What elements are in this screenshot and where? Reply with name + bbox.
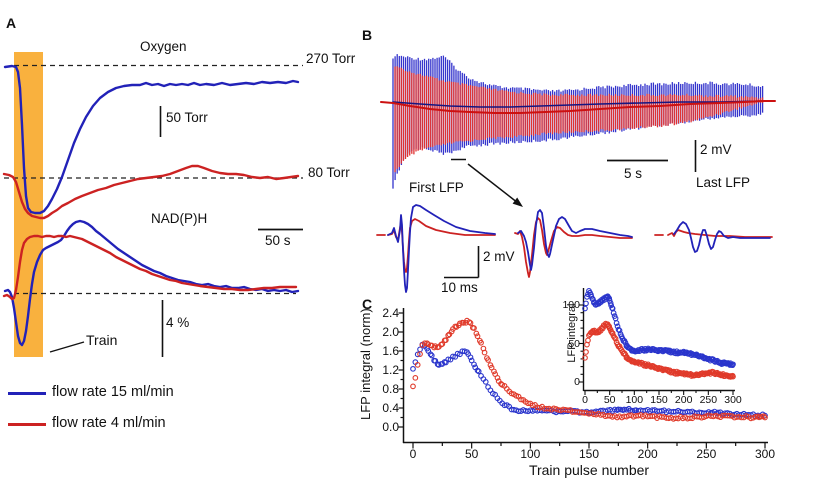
last-lfp-label: Last LFP — [696, 175, 751, 190]
panel-a-plot — [2, 52, 303, 357]
panel-c-axes — [398, 288, 768, 449]
c-inset-ytick-100: 100 — [562, 299, 580, 311]
c-xtick-150: 150 — [578, 447, 600, 461]
c-inset-xtick-300: 300 — [724, 393, 742, 406]
panel-a-label: A — [6, 15, 17, 31]
c-inset-xtick-0: 0 — [582, 393, 588, 406]
train-annotation: Train — [86, 332, 118, 348]
lfp-scalebar-10-ms-label: 10 ms — [441, 280, 478, 295]
panel-c-inset-scatter — [582, 288, 736, 380]
panel-c-main-scatter — [410, 317, 768, 422]
panel-c-label: C — [362, 296, 373, 312]
panel-b-label: B — [362, 27, 373, 43]
legend-flow-4-label: flow rate 4 ml/min — [52, 415, 166, 431]
panel-b-lfp-train-red — [394, 66, 764, 173]
panel-b-scalebars — [451, 140, 697, 207]
c-inset-xtick-250: 250 — [699, 393, 718, 406]
c-xtick-100: 100 — [520, 447, 541, 461]
c-ytick-0.4: 0.4 — [382, 401, 399, 415]
c-ytick-2.4: 2.4 — [382, 306, 399, 320]
c-inset-xtick-50: 50 — [603, 393, 616, 406]
c-xtick-300: 300 — [754, 447, 776, 461]
c-xtick-50: 50 — [464, 447, 479, 461]
legend-flow-15-label: flow rate 15 ml/min — [52, 384, 174, 400]
scalebar-50-s-label: 50 s — [265, 233, 291, 248]
c-inset-ytick-0: 0 — [574, 376, 580, 388]
panel-b-dc-lines — [380, 100, 776, 114]
c-xtick-0: 0 — [409, 447, 417, 461]
lfp-scalebar-2-mv-label: 2 mV — [483, 249, 515, 264]
first-lfp-label: First LFP — [409, 180, 464, 195]
panel-a-scalebars — [49, 106, 303, 357]
c-ytick-1.6: 1.6 — [382, 344, 399, 358]
scalebar-50-torr-label: 50 Torr — [166, 110, 208, 125]
c-ytick-0.8: 0.8 — [382, 382, 399, 396]
c-xtick-200: 200 — [637, 447, 658, 461]
c-inset-xtick-150: 150 — [650, 393, 668, 406]
c-ytick-0.0: 0.0 — [382, 420, 399, 434]
c-inset-xtick-100: 100 — [625, 393, 644, 406]
arrow-head — [512, 197, 523, 207]
c-xtick-250: 250 — [696, 447, 717, 461]
scalebar-2-mv-label: 2 mV — [700, 142, 732, 157]
panel-b-lfp-waveforms — [376, 204, 773, 293]
c-inset-xtick-200: 200 — [674, 393, 693, 406]
baseline-80-torr-label: 80 Torr — [308, 165, 350, 180]
scalebar-4-pct-label: 4 % — [166, 315, 190, 330]
c-ytick-1.2: 1.2 — [382, 363, 399, 377]
oxygen-title: Oxygen — [140, 39, 187, 54]
baseline-270-torr-label: 270 Torr — [306, 51, 356, 66]
scalebar-5-s-label: 5 s — [624, 166, 643, 181]
c-x-axis-title: Train pulse number — [528, 462, 650, 478]
c-ytick-2.0: 2.0 — [382, 325, 399, 339]
panel-a-legend-swatches — [8, 392, 46, 426]
nadph-title: NAD(P)H — [151, 211, 208, 226]
panel-b-lfp-scalebars — [444, 246, 480, 279]
c-inset-ytick-50: 50 — [568, 337, 580, 350]
